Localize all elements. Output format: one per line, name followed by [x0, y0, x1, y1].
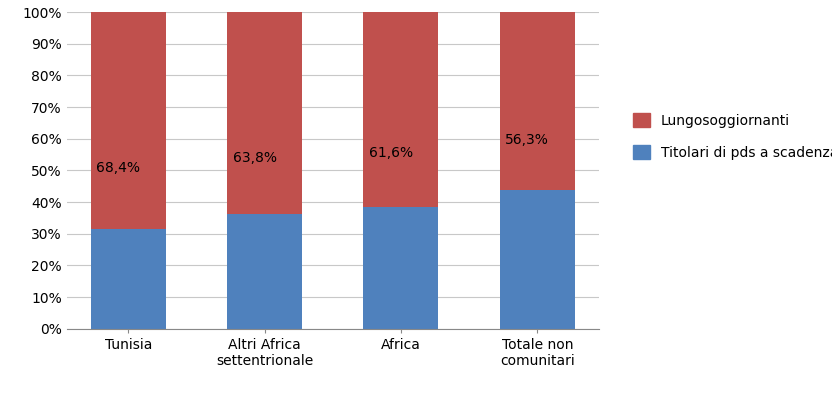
Bar — [500, 12, 575, 190]
Text: 61,6%: 61,6% — [369, 146, 413, 160]
Legend: Lungosoggiornanti, Titolari di pds a scadenza: Lungosoggiornanti, Titolari di pds a sca… — [627, 108, 832, 165]
Text: 68,4%: 68,4% — [97, 161, 141, 175]
Bar — [227, 12, 302, 214]
Text: 56,3%: 56,3% — [505, 134, 549, 148]
Bar — [364, 207, 438, 329]
Bar — [500, 190, 575, 329]
Text: 63,8%: 63,8% — [233, 150, 276, 164]
Bar — [91, 229, 166, 329]
Bar — [227, 214, 302, 329]
Bar — [364, 12, 438, 207]
Bar — [91, 12, 166, 229]
